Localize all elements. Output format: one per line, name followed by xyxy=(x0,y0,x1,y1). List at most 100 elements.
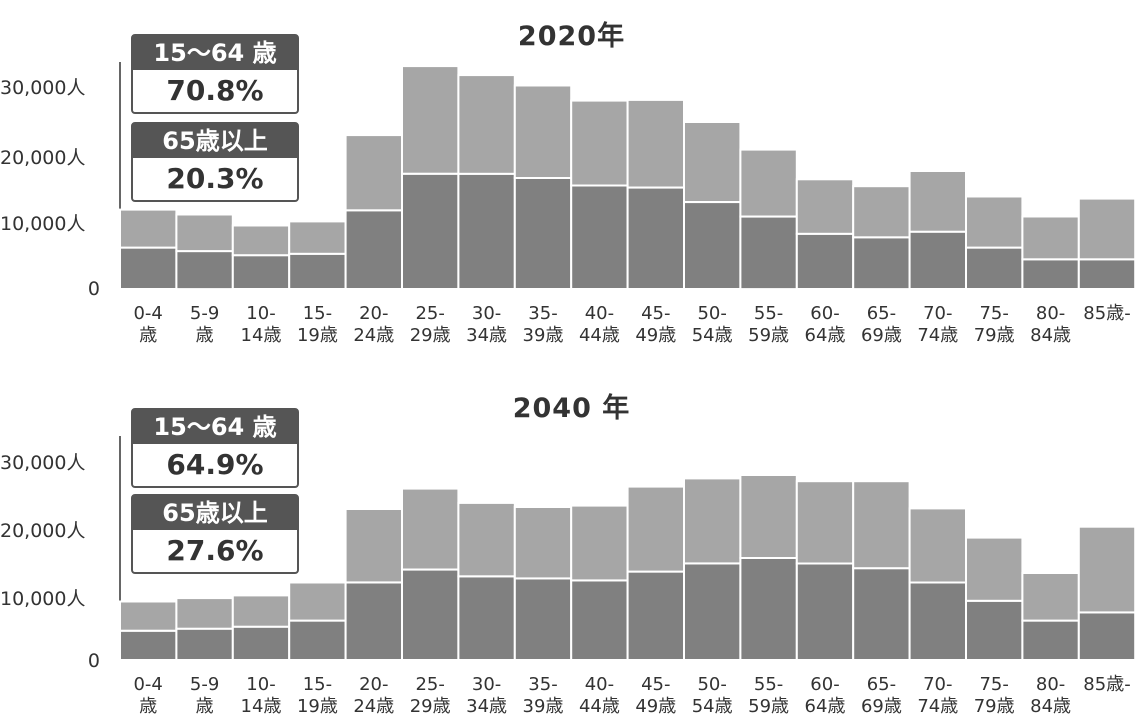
chart-2020-xtick-8: 40- 44歳 xyxy=(571,303,627,347)
chart-2040-xtick-10: 50- 54歳 xyxy=(684,674,740,718)
chart-2020-xtick-7-line1: 35- xyxy=(528,303,558,324)
chart-2040-ytick-20000: 20,000人 xyxy=(0,520,86,542)
chart-2020-xtick-11: 55- 59歳 xyxy=(741,303,797,347)
chart-2020-xtick-7: 35- 39歳 xyxy=(515,303,571,347)
chart-2040-bar-lower-9 xyxy=(626,570,685,662)
chart-2020-xtick-1-line2: 歳 xyxy=(195,325,214,346)
chart-2040-xtick-6: 30- 34歳 xyxy=(459,674,515,718)
chart-2040-xtick-14: 70- 74歳 xyxy=(910,674,966,718)
chart-2040-xtick-5-line1: 25- xyxy=(415,674,445,695)
chart-2020: 2020年 0 10,000人 20,000人 30,000人 15〜64 歳 … xyxy=(0,21,1137,347)
chart-2020-bar-lower-4 xyxy=(344,209,404,290)
chart-2040-xtick-13-line2: 69歳 xyxy=(860,696,902,717)
chart-2040-xtick-1-line1: 5-9 xyxy=(189,674,220,695)
chart-2020-working-age-badge: 15〜64 歳 70.8% xyxy=(131,34,299,114)
chart-2020-bar-upper-10 xyxy=(683,121,742,203)
chart-2040-xtick-9: 45- 49歳 xyxy=(628,674,684,718)
chart-2020-xtick-13-line2: 69歳 xyxy=(860,325,902,346)
chart-2040-bar-lower-10 xyxy=(683,562,742,661)
chart-2020-xtick-5: 25- 29歳 xyxy=(402,303,458,347)
chart-2020-bar-lower-13 xyxy=(852,236,911,291)
chart-2040-bar-upper-4 xyxy=(344,508,404,584)
chart-2020-xtick-17: 85歳- xyxy=(1079,303,1135,325)
chart-2040-xtick-1: 5-9 歳 xyxy=(177,674,233,718)
chart-2020-bar-lower-8 xyxy=(570,184,629,290)
chart-2020-bar-upper-2 xyxy=(231,224,291,257)
chart-2040-xtick-2-line2: 14歳 xyxy=(240,696,282,717)
chart-2040-bar-lower-14 xyxy=(908,581,967,661)
chart-2040-working-age-label: 15〜64 歳 xyxy=(133,410,297,444)
chart-2020-title: 2020年 xyxy=(517,21,626,52)
chart-2020-xtick-9: 45- 49歳 xyxy=(628,303,684,347)
chart-2040-bar-upper-17 xyxy=(1077,525,1137,614)
chart-2020-xtick-3: 15- 19歳 xyxy=(289,303,345,347)
chart-2020-xtick-2-line2: 14歳 xyxy=(240,325,282,346)
chart-2040-ytick-0: 0 xyxy=(87,650,100,672)
chart-2040-xtick-13: 65- 69歳 xyxy=(853,674,909,718)
chart-2040-bar-lower-17 xyxy=(1077,611,1137,661)
chart-2040-bar-lower-3 xyxy=(288,619,347,662)
chart-2020-xtick-16-line2: 84歳 xyxy=(1030,325,1072,346)
chart-2020-xtick-13: 65- 69歳 xyxy=(853,303,909,347)
chart-2020-bar-lower-7 xyxy=(513,176,573,290)
chart-2040-bar-upper-12 xyxy=(795,480,855,565)
chart-2020-ytick-20000: 20,000人 xyxy=(0,147,86,169)
chart-2020-xtick-8-line1: 40- xyxy=(584,303,615,324)
chart-2040-bar-upper-1 xyxy=(175,597,234,630)
chart-2040-xtick-1-line2: 歳 xyxy=(195,696,214,717)
chart-2040-bar-upper-9 xyxy=(626,485,685,573)
chart-2020-xtick-4: 20- 24歳 xyxy=(346,303,402,347)
chart-2040-bar-upper-13 xyxy=(852,480,911,570)
chart-2020-xtick-0-line1: 0-4 xyxy=(133,303,163,324)
chart-2040-xtick-2: 10- 14歳 xyxy=(233,674,289,718)
chart-2020-xtick-6: 30- 34歳 xyxy=(459,303,515,347)
chart-2040-xtick-12: 60- 64歳 xyxy=(797,674,853,718)
chart-2040-xtick-12-line1: 60- xyxy=(810,674,840,695)
chart-2020-xtick-2-line1: 10- xyxy=(246,303,276,324)
chart-2040-xtick-4-line2: 24歳 xyxy=(353,696,395,717)
chart-2020-xtick-4-line2: 24歳 xyxy=(353,325,395,346)
chart-2040-xtick-0-line2: 歳 xyxy=(139,696,158,717)
chart-2040-bar-upper-16 xyxy=(1021,572,1080,622)
chart-2020-bar-lower-17 xyxy=(1077,258,1137,290)
chart-2020-xtick-0: 0-4 歳 xyxy=(120,303,176,347)
chart-2020-xtick-15: 75- 79歳 xyxy=(966,303,1022,347)
chart-2020-xtick-13-line1: 65- xyxy=(866,303,897,324)
chart-2040-xtick-11: 55- 59歳 xyxy=(741,674,797,718)
chart-2040-bar-lower-11 xyxy=(739,557,798,661)
chart-2040-bar-upper-7 xyxy=(513,506,573,580)
chart-2020-bar-upper-4 xyxy=(344,134,404,212)
chart-2040-xtick-4-line1: 20- xyxy=(359,674,389,695)
chart-2040-bar-lower-8 xyxy=(570,579,629,661)
chart-2020-xtick-10-line2: 54歳 xyxy=(691,325,733,346)
chart-2020-bar-lower-12 xyxy=(795,232,855,291)
chart-2040-ytick-30000: 30,000人 xyxy=(0,452,86,474)
chart-2020-bar-lower-11 xyxy=(739,215,798,291)
chart-2020-xtick-3-line2: 19歳 xyxy=(296,325,338,346)
chart-2040-xtick-3-line1: 15- xyxy=(302,674,333,695)
chart-2040-xtick-3-line2: 19歳 xyxy=(296,696,338,717)
chart-2020-bar-lower-2 xyxy=(231,254,291,290)
chart-2040-xtick-4: 20- 24歳 xyxy=(346,674,402,718)
chart-2020-bar-upper-7 xyxy=(513,84,573,179)
chart-2020-bar-upper-9 xyxy=(626,98,685,189)
chart-2040-elderly-label: 65歳以上 xyxy=(133,496,297,530)
chart-2040-xtick-7: 35- 39歳 xyxy=(515,674,571,718)
chart-2040-xtick-17: 85歳- xyxy=(1079,674,1135,696)
chart-2020-bar-upper-13 xyxy=(852,185,911,239)
chart-2040-plot xyxy=(119,436,1137,662)
chart-2040: 2040 年 0 10,000人 20,000人 30,000人 15〜64 歳… xyxy=(0,372,1143,722)
chart-2040-xtick-9-line1: 45- xyxy=(641,674,671,695)
chart-2040-bar-lower-7 xyxy=(513,577,573,661)
chart-2040-bar-upper-5 xyxy=(401,487,460,571)
chart-2040-bar-lower-5 xyxy=(401,568,460,662)
chart-2040-bar-lower-6 xyxy=(457,575,516,661)
chart-2020-elderly-value: 20.3% xyxy=(166,162,264,195)
chart-2040-bar-upper-15 xyxy=(965,536,1024,602)
chart-2020-ytick-0: 0 xyxy=(87,278,100,300)
chart-2020-xtick-16: 80- 84歳 xyxy=(1023,303,1079,347)
chart-2020-ytick-10000: 10,000人 xyxy=(0,213,86,235)
chart-2040-xtick-6-line1: 30- xyxy=(471,674,502,695)
chart-2040-xtick-5-line2: 29歳 xyxy=(409,696,451,717)
chart-2020-xtick-8-line2: 44歳 xyxy=(578,325,620,346)
